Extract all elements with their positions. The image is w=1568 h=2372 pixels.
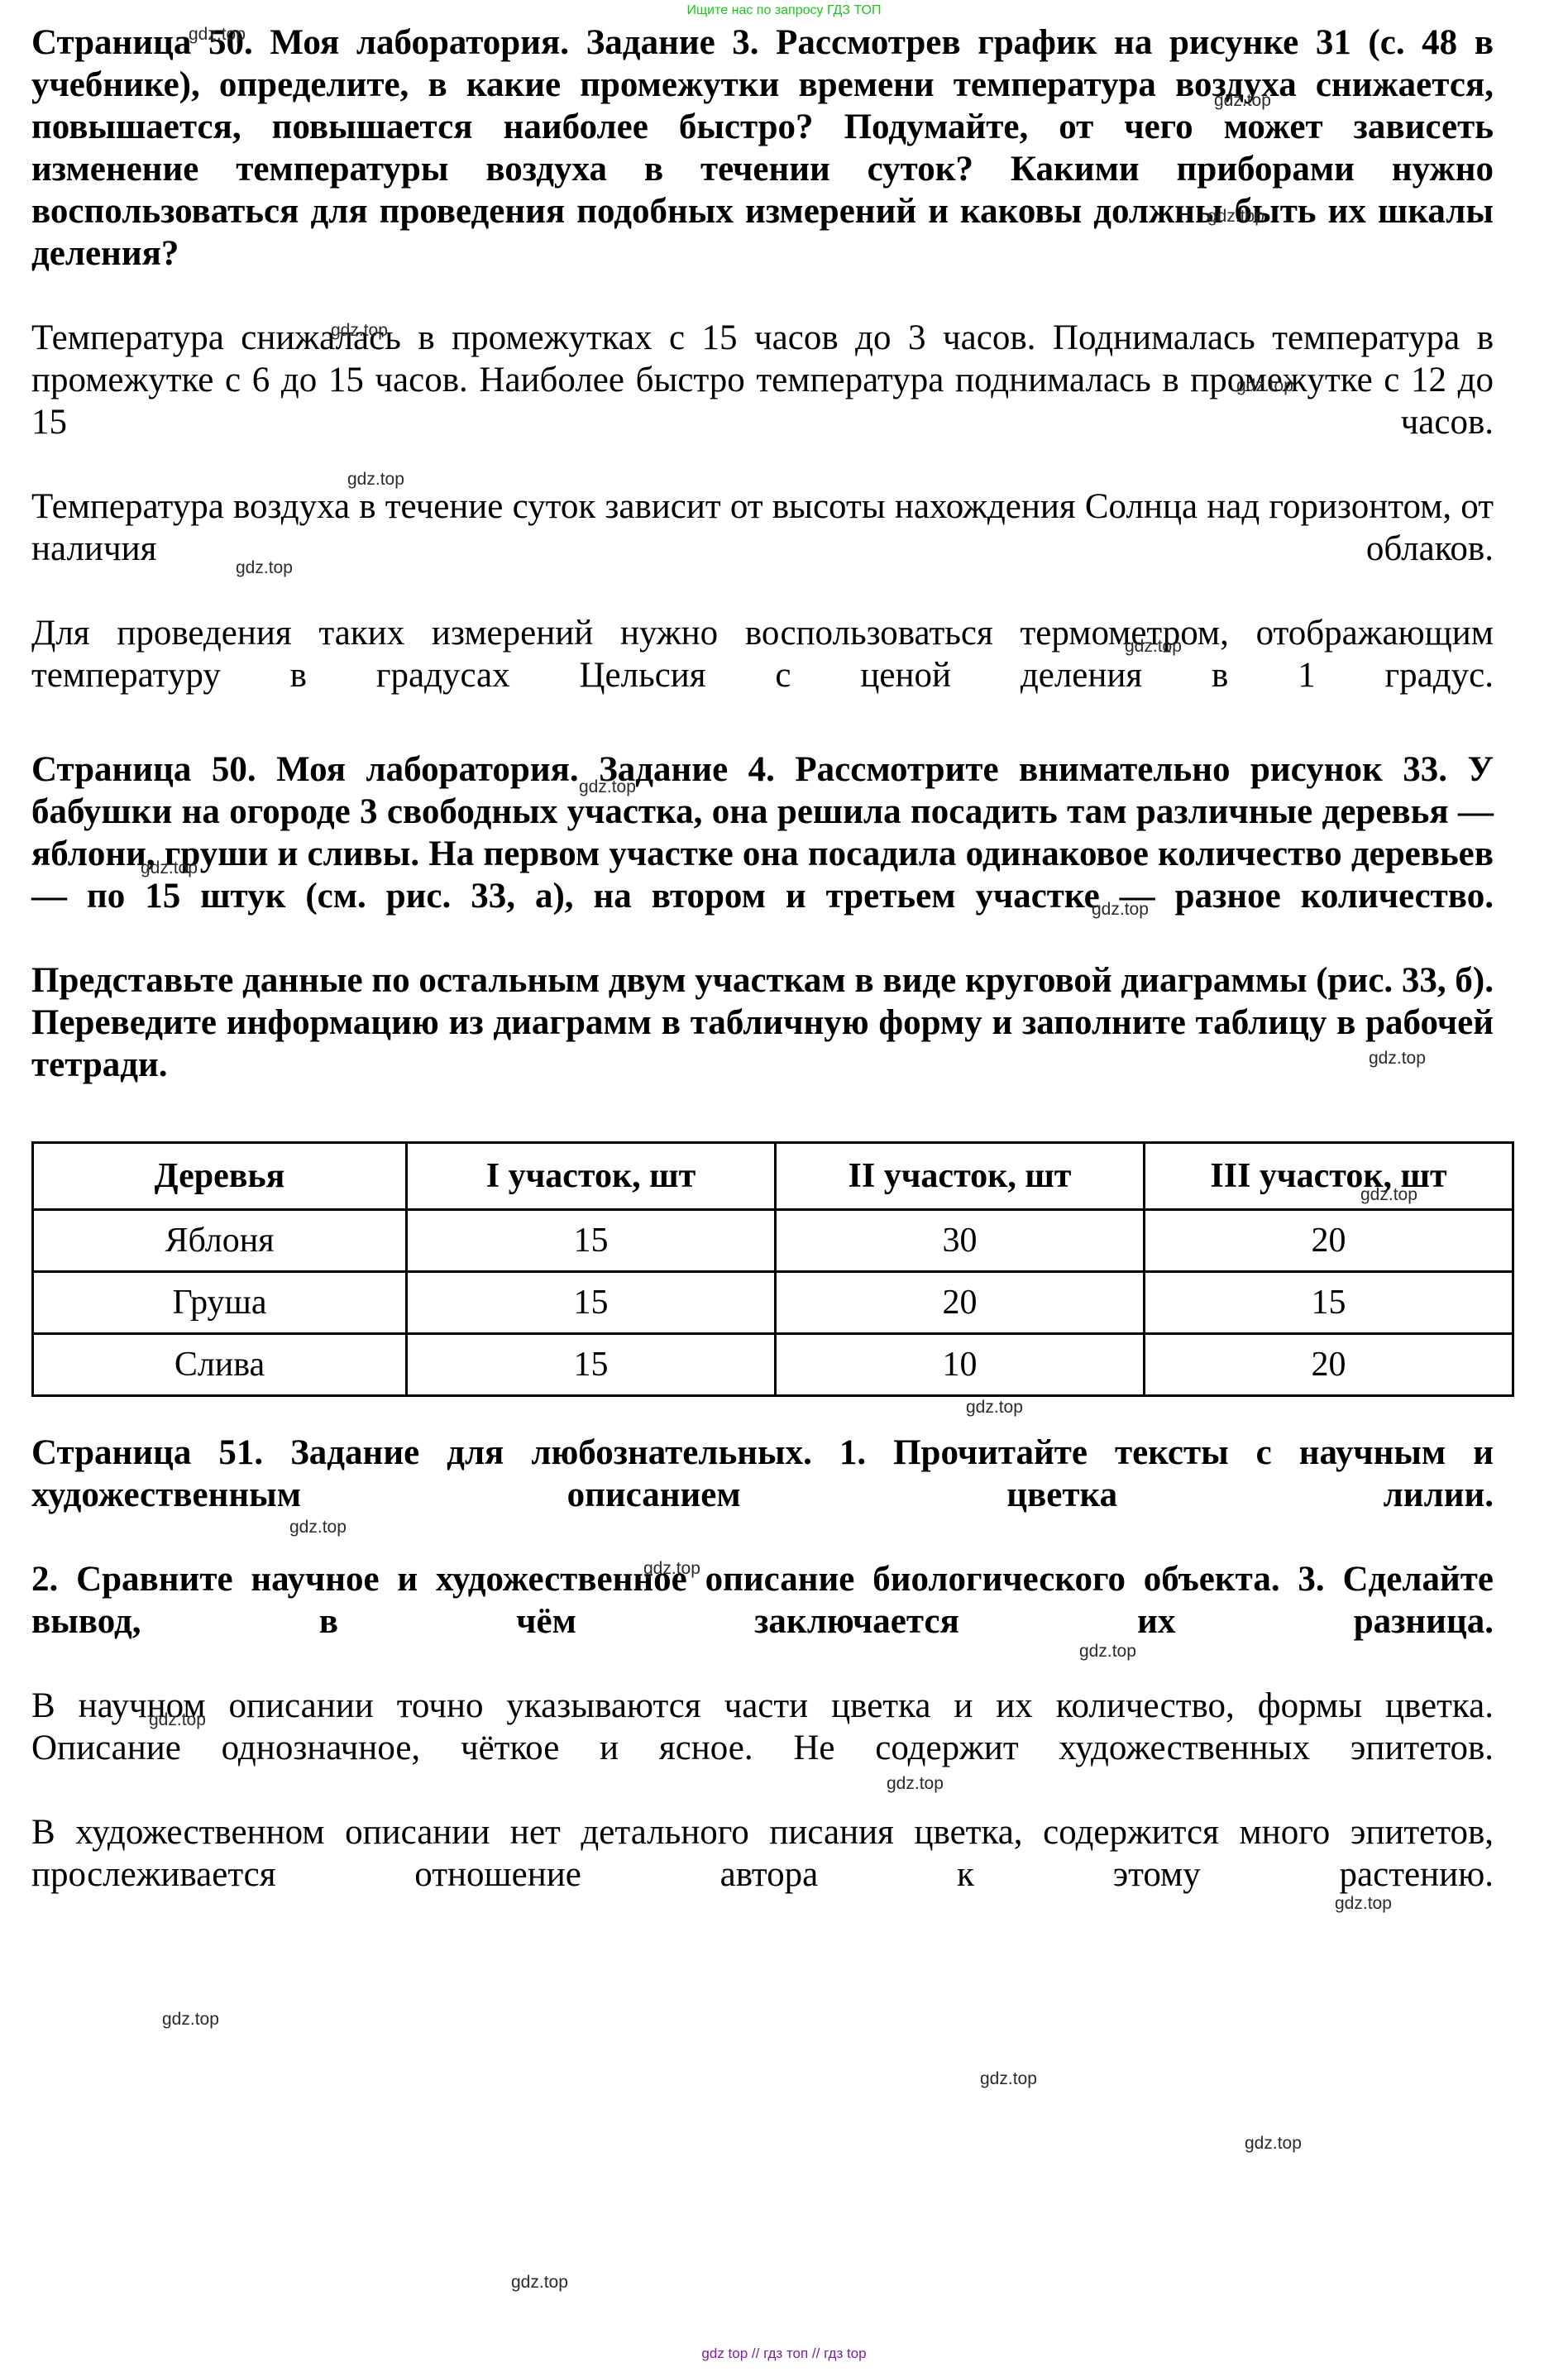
table-header-plot-2: II участок, шт	[774, 1141, 1145, 1211]
table-cell-value: 15	[1143, 1270, 1514, 1335]
table-cell-tree-name: Яблоня	[31, 1208, 408, 1273]
table-cell-value: 10	[774, 1332, 1145, 1397]
footer-watermark: gdz top // гдз топ // гдз top	[701, 2346, 867, 2361]
trees-table: Деревья I участок, шт II участок, шт III…	[31, 1141, 1514, 1397]
table-header-plot-1: I участок, шт	[405, 1141, 777, 1211]
document-body: Страница 50. Моя лаборатория. Задание 3.…	[31, 22, 1514, 1938]
table-cell-value: 20	[1143, 1332, 1514, 1397]
table-cell-value: 15	[405, 1208, 777, 1273]
table-cell-value: 30	[774, 1208, 1145, 1273]
table-cell-value: 20	[774, 1270, 1145, 1335]
table-header-plot-3: III участок, шт	[1143, 1141, 1514, 1211]
table-row: Яблоня 15 30 20	[31, 1208, 1514, 1273]
promo-banner: Ищите нас по запросу ГДЗ ТОП	[686, 3, 882, 17]
table-row: Слива 15 10 20	[31, 1332, 1514, 1397]
task5-question-paragraph-2: 2. Сравните научное и художественное опи…	[31, 1560, 1494, 1641]
task3-answer-paragraph-1: Температура снижалась в промежутках с 15…	[31, 318, 1494, 442]
table-header-row: Деревья I участок, шт II участок, шт III…	[31, 1141, 1514, 1211]
table-cell-value: 15	[405, 1332, 777, 1397]
table-cell-tree-name: Слива	[31, 1332, 408, 1397]
watermark-text: gdz.top	[511, 2273, 568, 2292]
table-cell-value: 15	[405, 1270, 777, 1335]
task5-question-paragraph-1: Страница 51. Задание для любознательных.…	[31, 1433, 1494, 1514]
watermark-text: gdz.top	[162, 2010, 219, 2029]
task4-question-paragraph-2: Представьте данные по остальным двум уча…	[31, 961, 1494, 1084]
watermark-text: gdz.top	[980, 2069, 1037, 2088]
task5-answer-paragraph-2: В художественном описании нет детального…	[31, 1813, 1494, 1894]
watermark-text: gdz.top	[1245, 2134, 1302, 2153]
task3-answer-paragraph-2: Температура воздуха в течение суток зави…	[31, 487, 1494, 568]
task5-answer-paragraph-1: В научном описании точно указываются час…	[31, 1686, 1494, 1767]
task3-answer-paragraph-3: Для проведения таких измерений нужно вос…	[31, 614, 1494, 695]
table-cell-value: 20	[1143, 1208, 1514, 1273]
task4-question-paragraph-1: Страница 50. Моя лаборатория. Задание 4.…	[31, 750, 1494, 916]
table-cell-tree-name: Груша	[31, 1270, 408, 1335]
table-row: Груша 15 20 15	[31, 1270, 1514, 1335]
table-header-trees: Деревья	[31, 1141, 408, 1211]
task3-question: Страница 50. Моя лаборатория. Задание 3.…	[31, 23, 1494, 273]
